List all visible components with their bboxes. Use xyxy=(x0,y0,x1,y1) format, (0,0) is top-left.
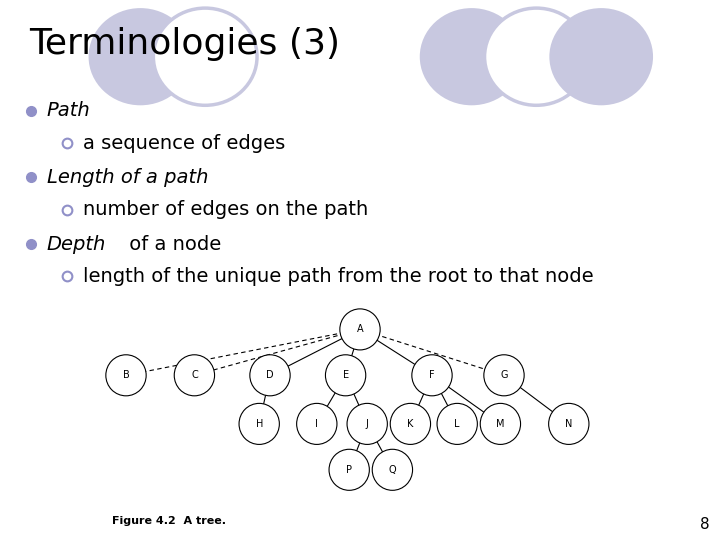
Text: Length of a path: Length of a path xyxy=(47,167,208,187)
Ellipse shape xyxy=(106,355,146,396)
Text: N: N xyxy=(565,419,572,429)
Text: Figure 4.2  A tree.: Figure 4.2 A tree. xyxy=(112,516,225,526)
Text: K: K xyxy=(408,419,413,429)
Text: Depth: Depth xyxy=(47,234,106,254)
Ellipse shape xyxy=(549,8,653,105)
Text: J: J xyxy=(366,419,369,429)
Text: G: G xyxy=(500,370,508,380)
Ellipse shape xyxy=(329,449,369,490)
Text: 8: 8 xyxy=(700,517,709,532)
Text: length of the unique path from the root to that node: length of the unique path from the root … xyxy=(83,267,593,286)
Text: D: D xyxy=(266,370,274,380)
Ellipse shape xyxy=(174,355,215,396)
Ellipse shape xyxy=(340,309,380,350)
Text: F: F xyxy=(429,370,435,380)
Text: E: E xyxy=(343,370,348,380)
Ellipse shape xyxy=(437,403,477,444)
Ellipse shape xyxy=(390,403,431,444)
Ellipse shape xyxy=(549,403,589,444)
Ellipse shape xyxy=(485,8,588,105)
Ellipse shape xyxy=(297,403,337,444)
Text: P: P xyxy=(346,465,352,475)
Ellipse shape xyxy=(480,403,521,444)
Text: B: B xyxy=(122,370,130,380)
Text: Terminologies (3): Terminologies (3) xyxy=(29,27,340,61)
Ellipse shape xyxy=(89,8,192,105)
Text: M: M xyxy=(496,419,505,429)
Text: number of edges on the path: number of edges on the path xyxy=(83,200,368,219)
Text: of a node: of a node xyxy=(123,234,222,254)
Ellipse shape xyxy=(250,355,290,396)
Text: L: L xyxy=(454,419,460,429)
Text: Q: Q xyxy=(389,465,396,475)
Ellipse shape xyxy=(412,355,452,396)
Text: H: H xyxy=(256,419,263,429)
Text: A: A xyxy=(356,325,364,334)
Text: Path: Path xyxy=(47,101,91,120)
Ellipse shape xyxy=(153,8,257,105)
Text: a sequence of edges: a sequence of edges xyxy=(83,133,285,153)
Ellipse shape xyxy=(372,449,413,490)
Ellipse shape xyxy=(420,8,523,105)
Text: I: I xyxy=(315,419,318,429)
Text: C: C xyxy=(191,370,198,380)
Ellipse shape xyxy=(325,355,366,396)
Ellipse shape xyxy=(239,403,279,444)
Ellipse shape xyxy=(347,403,387,444)
Ellipse shape xyxy=(484,355,524,396)
